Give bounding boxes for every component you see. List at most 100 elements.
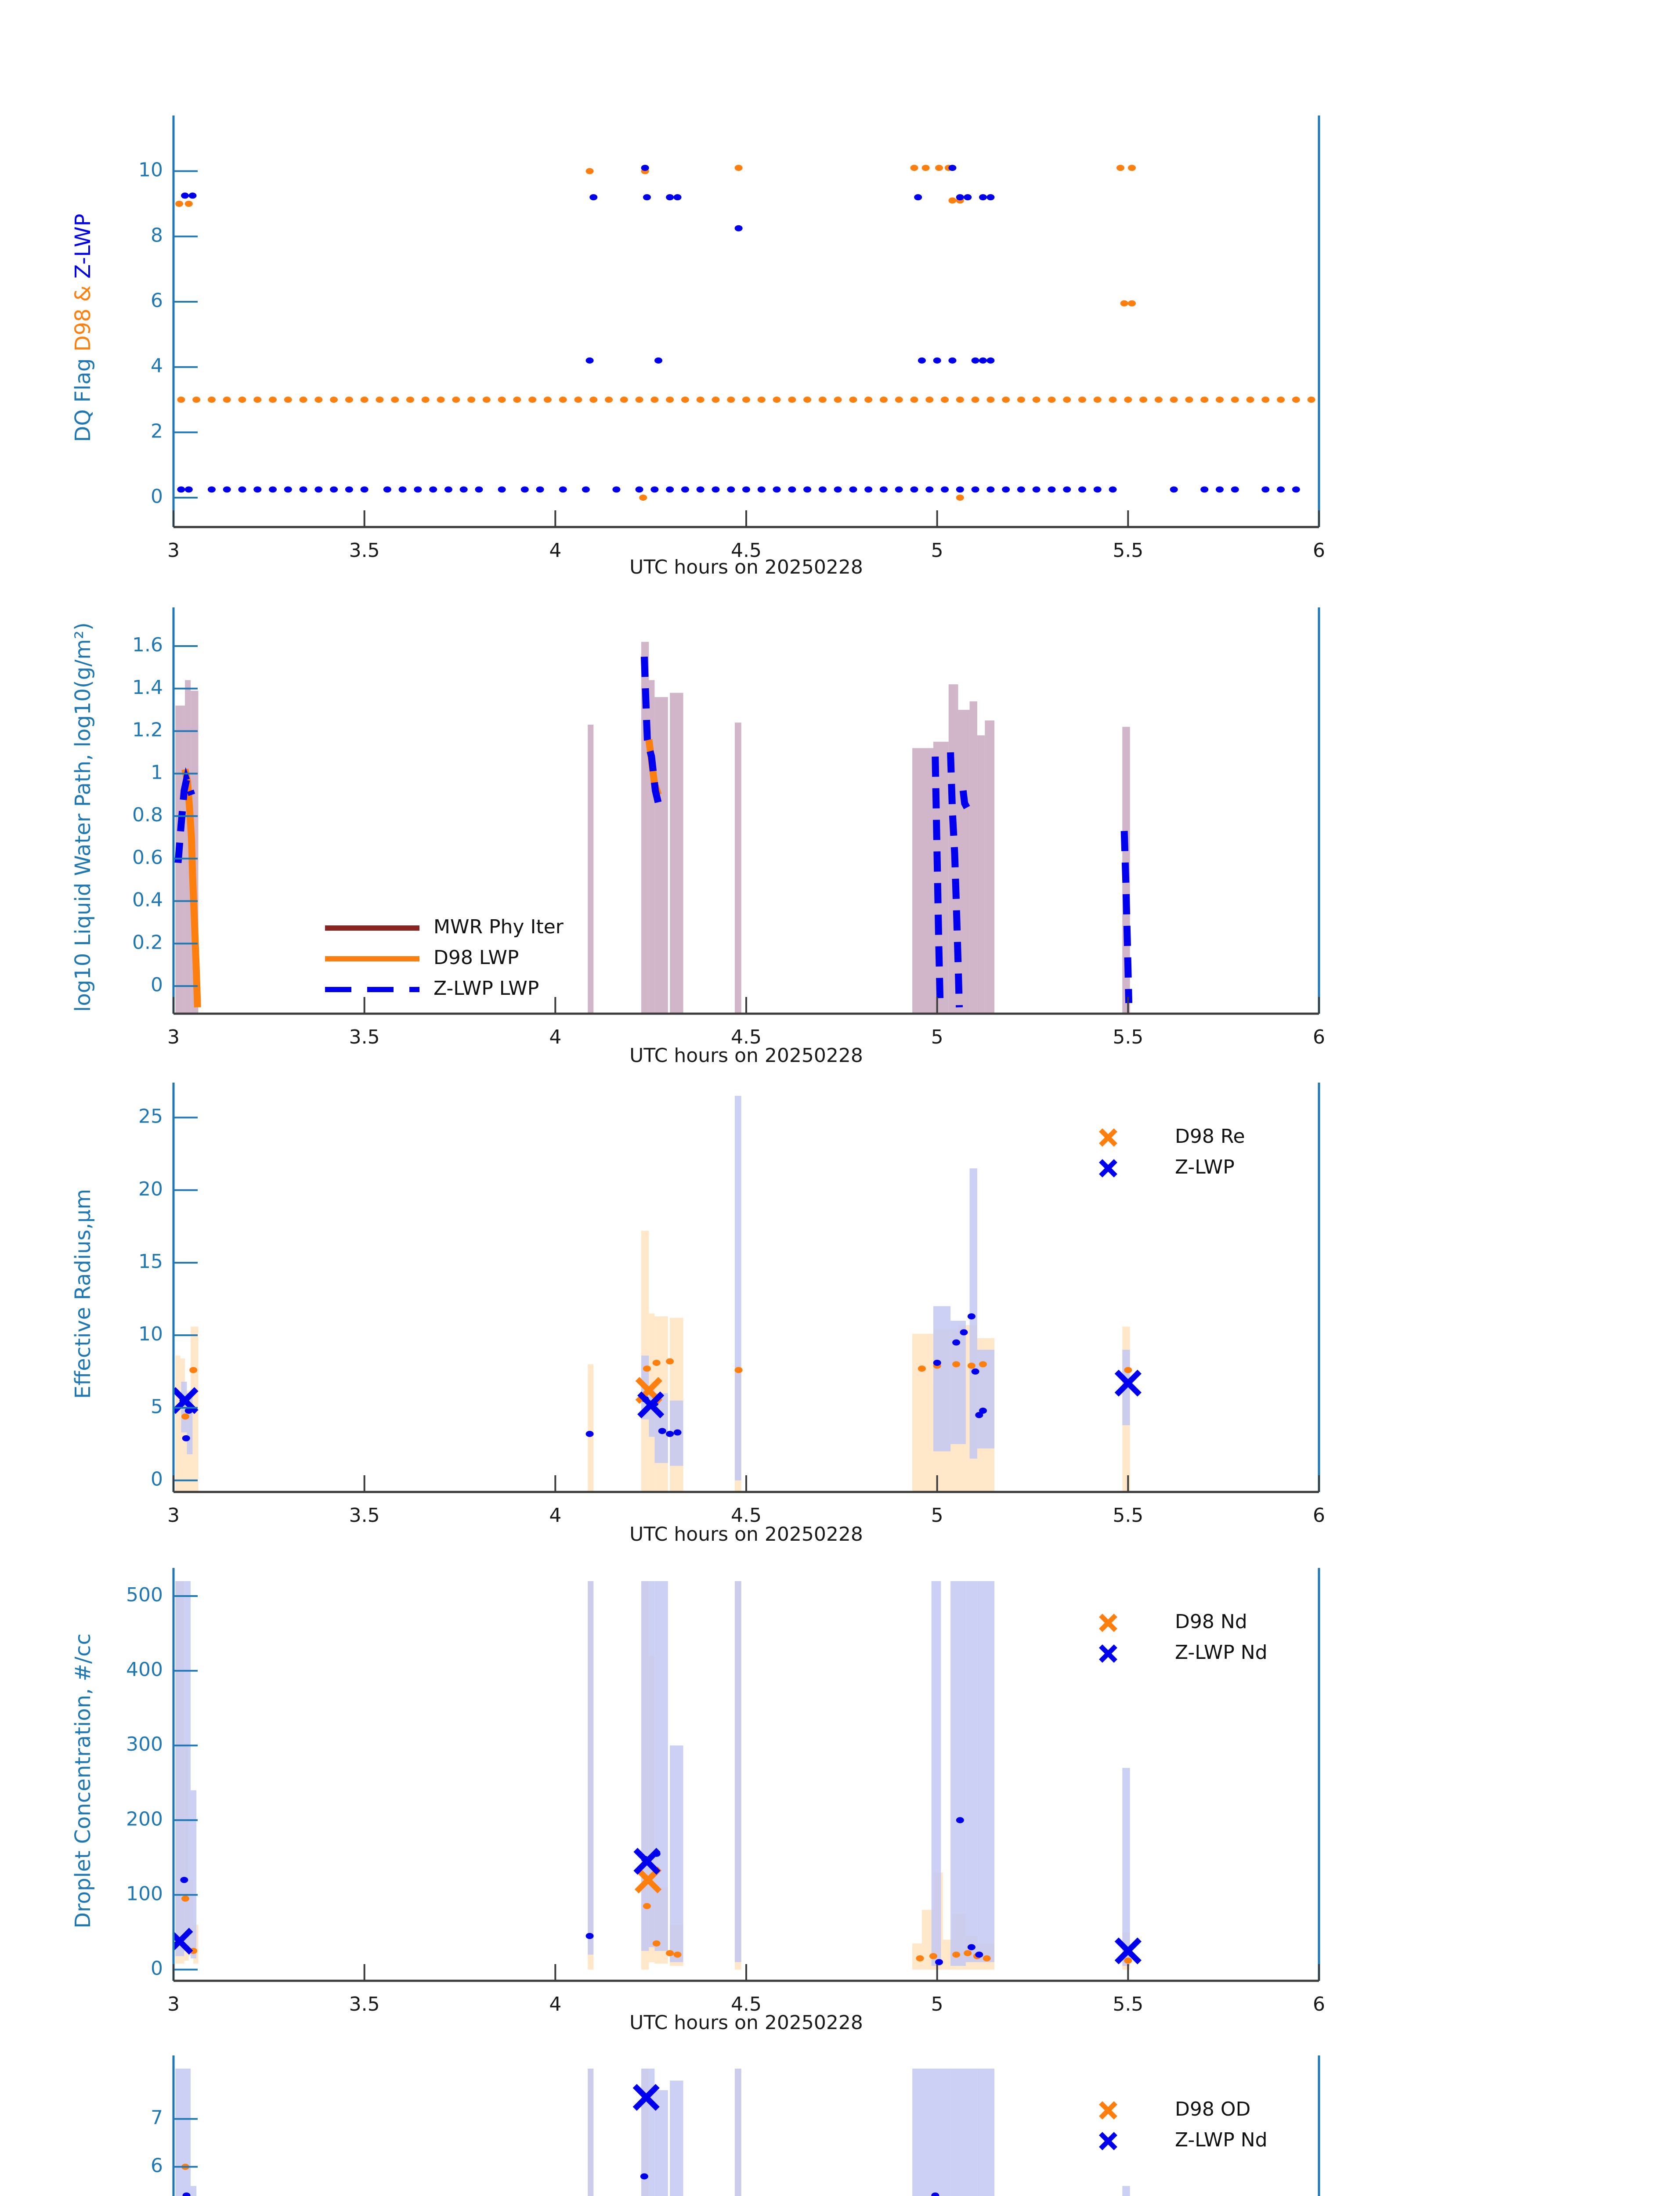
x-tick-label: 6 [1313, 1026, 1325, 1048]
uncertainty-band-zlwp-band [181, 1096, 1130, 1481]
legend-entry: Z-LWP [1099, 1156, 1235, 1178]
highlight-x-marker [1114, 1937, 1142, 1965]
x-tick-label: 4 [549, 1026, 561, 1048]
plot-area [175, 2069, 1130, 2196]
axes: 0 2 4 6 8 10 3 3.5 4 4.5 5 5.5 6 UTC hours on 2025022… [71, 116, 1325, 578]
y-tick-label: 6 [151, 2155, 163, 2177]
y-tick-label: 500 [126, 1584, 163, 1606]
axes: 0 0.2 0.4 0.6 0.8 1 1.2 1.4 1.6 3 3.5 4 4.5 5 5.5 6 UTC … [71, 607, 1325, 1067]
x-tick-label: 3 [167, 1993, 180, 2015]
series-z-lwp-lwp [174, 767, 195, 863]
series-d98-re [181, 1358, 1132, 1420]
legend-label: MWR Phy Iter [434, 916, 564, 938]
x-tick-label: 5 [931, 1026, 943, 1048]
highlight-x-marker [632, 2084, 660, 2111]
legend: D98 OD Z-LWP Nd [1099, 2098, 1268, 2151]
series-z-lwp-lwp-f [1120, 831, 1133, 1004]
legend: D98 Nd Z-LWP Nd [1099, 1611, 1268, 1664]
x-tick-label: 4 [549, 1504, 561, 1527]
y-tick-label: 300 [126, 1733, 163, 1755]
x-axis-title: UTC hours on 20250228 [629, 556, 863, 578]
legend-label: Z-LWP [1175, 1156, 1235, 1178]
series-z-lwp [177, 165, 1300, 493]
y-tick-label: 8 [151, 224, 163, 246]
x-tick-label: 3.5 [349, 539, 380, 562]
legend-entry: D98 OD [1099, 2098, 1250, 2120]
y-tick-label: 4 [151, 355, 163, 377]
y-tick-label: 1.2 [132, 719, 163, 741]
x-tick-label: 5.5 [1113, 1026, 1143, 1048]
y-tick-label: 5 [151, 1395, 163, 1418]
legend-entry: Z-LWP LWP [325, 977, 539, 1000]
y-tick-label: 0.4 [132, 889, 163, 911]
series-d98 [175, 165, 1315, 501]
legend-label: D98 Re [1175, 1125, 1245, 1148]
x-tick-label: 3 [167, 539, 180, 562]
legend-entry: MWR Phy Iter [325, 916, 564, 938]
series-z-lwp-od [182, 2173, 939, 2196]
x-tick-label: 3.5 [349, 1026, 380, 1048]
legend: MWR Phy Iter D98 LWP Z-LWP LWP [325, 916, 564, 1000]
y-tick-label: 20 [138, 1178, 163, 1200]
y-tick-label: 0.8 [132, 804, 163, 826]
panel-re: 0 5 10 15 20 25 3 3.5 4 4.5 5 5.5 6 UTC hours on 2025… [71, 1083, 1325, 1546]
x-tick-label: 3 [167, 1504, 180, 1527]
y-tick-label: 0 [151, 1957, 163, 1979]
uncertainty-band-zlwp-band [175, 2069, 1130, 2196]
x-tick-label: 5.5 [1113, 1993, 1143, 2015]
y-axis-title: Optical Depth [71, 2195, 95, 2196]
y-tick-label: 15 [138, 1250, 163, 1273]
x-tick-label: 5.5 [1113, 1504, 1143, 1527]
series-z-lwp-lwp-d [947, 752, 963, 1008]
x-tick-label: 4.5 [731, 1504, 762, 1527]
legend-label: D98 LWP [434, 946, 519, 969]
legend-swatch-x-marker [1099, 1614, 1117, 1632]
legend-entry: D98 Nd [1099, 1611, 1247, 1633]
y-axis-title: DQ Flag D98 & Z-LWP [71, 213, 95, 442]
y-axis-title: Droplet Concentration, #/cc [71, 1633, 95, 1929]
legend-entry: Z-LWP Nd [1099, 1641, 1268, 1664]
uncertainty-band-mwr-band [175, 642, 1130, 1014]
y-tick-label: 200 [126, 1808, 163, 1830]
y-tick-label: 7 [151, 2106, 163, 2129]
y-tick-label: 0.6 [132, 846, 163, 869]
plot-area [173, 1581, 1142, 1970]
x-tick-label: 6 [1313, 539, 1325, 562]
x-tick-label: 6 [1313, 1504, 1325, 1527]
x-axis-title: UTC hours on 20250228 [629, 1523, 863, 1546]
y-axis-title: log10 Liquid Water Path, log10(g/m²) [71, 622, 95, 1012]
panel-lwp: 0 0.2 0.4 0.6 0.8 1 1.2 1.4 1.6 3 3.5 4 4.5 5 5.5 6 UTC … [71, 607, 1325, 1067]
legend: D98 Re Z-LWP [1099, 1125, 1245, 1178]
y-tick-label: 2 [151, 420, 163, 442]
x-tick-label: 5.5 [1113, 539, 1143, 562]
y-tick-label: 0 [151, 485, 163, 508]
legend-label: Z-LWP Nd [1175, 1641, 1268, 1664]
legend-entry: Z-LWP Nd [1099, 2129, 1268, 2151]
highlight-x-marker [633, 1848, 661, 1875]
x-tick-label: 5 [931, 539, 943, 562]
y-tick-label: 1.6 [132, 634, 163, 656]
y-tick-label: 0 [151, 974, 163, 996]
legend-entry: D98 LWP [325, 946, 519, 969]
x-tick-label: 6 [1313, 1993, 1325, 2015]
y-tick-label: 0 [151, 1468, 163, 1491]
legend-label: Z-LWP Nd [1175, 2129, 1268, 2151]
highlight-x-marker [1114, 1369, 1142, 1397]
x-tick-label: 3.5 [349, 1504, 380, 1527]
x-tick-label: 4.5 [731, 1993, 762, 2015]
y-tick-label: 25 [138, 1105, 163, 1128]
plot-area [174, 642, 1133, 1014]
plot-area [175, 165, 1315, 501]
legend-swatch-x-marker [1099, 1159, 1117, 1177]
legend-label: Z-LWP LWP [434, 977, 539, 1000]
y-tick-label: 400 [126, 1658, 163, 1681]
highlight-x-marker [173, 1928, 193, 1955]
x-tick-label: 3 [167, 1026, 180, 1048]
uncertainty-band-zlwp-band [175, 1581, 1130, 1966]
panel-nd: 0 100 200 300 400 500 3 3.5 4 4.5 5 5.5 6 UTC hours o… [71, 1568, 1325, 2034]
y-tick-label: 10 [138, 159, 163, 181]
x-tick-label: 5 [931, 1993, 943, 2015]
